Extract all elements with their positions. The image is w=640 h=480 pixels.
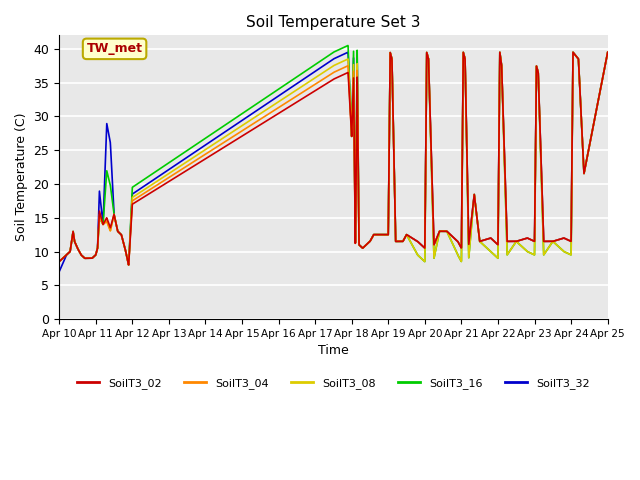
SoilT3_04 [385, 232, 392, 238]
SoilT3_16 [155, 167, 163, 172]
SoilT3_32 [506, 239, 514, 244]
SoilT3_16 [506, 247, 514, 253]
SoilT3_32 [384, 232, 392, 238]
SoilT3_08 [55, 259, 63, 264]
Line: SoilT3_04: SoilT3_04 [59, 52, 608, 265]
SoilT3_04 [155, 181, 163, 187]
SoilT3_32 [155, 173, 163, 179]
SoilT3_16 [604, 49, 612, 55]
SoilT3_08 [265, 105, 273, 111]
SoilT3_32 [412, 238, 420, 243]
SoilT3_02 [465, 233, 472, 239]
SoilT3_08 [125, 262, 132, 268]
X-axis label: Time: Time [318, 344, 349, 357]
SoilT3_08 [506, 247, 514, 253]
Legend: SoilT3_02, SoilT3_04, SoilT3_08, SoilT3_16, SoilT3_32: SoilT3_02, SoilT3_04, SoilT3_08, SoilT3_… [73, 373, 594, 393]
Text: TW_met: TW_met [86, 42, 143, 55]
SoilT3_02 [55, 259, 63, 264]
SoilT3_08 [385, 232, 392, 238]
SoilT3_02 [506, 239, 514, 244]
SoilT3_32 [265, 99, 273, 105]
SoilT3_16 [55, 259, 63, 264]
SoilT3_02 [604, 49, 612, 55]
SoilT3_08 [412, 249, 420, 255]
SoilT3_16 [412, 250, 420, 255]
SoilT3_32 [465, 228, 472, 233]
SoilT3_02 [155, 185, 163, 191]
SoilT3_04 [412, 238, 420, 243]
Line: SoilT3_02: SoilT3_02 [59, 52, 608, 265]
SoilT3_16 [344, 43, 352, 48]
SoilT3_32 [55, 269, 63, 275]
SoilT3_04 [55, 259, 63, 264]
SoilT3_32 [604, 49, 612, 55]
SoilT3_02 [385, 232, 392, 238]
Line: SoilT3_08: SoilT3_08 [59, 52, 608, 265]
SoilT3_16 [385, 225, 392, 231]
SoilT3_02 [412, 238, 420, 243]
SoilT3_02 [125, 262, 132, 268]
SoilT3_08 [155, 177, 163, 183]
SoilT3_04 [604, 49, 612, 55]
SoilT3_02 [265, 117, 273, 122]
SoilT3_04 [506, 239, 514, 244]
Title: Soil Temperature Set 3: Soil Temperature Set 3 [246, 15, 420, 30]
SoilT3_08 [604, 49, 612, 55]
Line: SoilT3_16: SoilT3_16 [59, 46, 608, 265]
SoilT3_04 [125, 262, 132, 268]
Y-axis label: Soil Temperature (C): Soil Temperature (C) [15, 113, 28, 241]
Line: SoilT3_32: SoilT3_32 [59, 52, 608, 272]
SoilT3_16 [125, 262, 132, 268]
SoilT3_08 [465, 246, 472, 252]
SoilT3_16 [265, 93, 273, 98]
SoilT3_04 [465, 233, 472, 239]
SoilT3_04 [265, 111, 273, 117]
SoilT3_16 [465, 252, 472, 258]
